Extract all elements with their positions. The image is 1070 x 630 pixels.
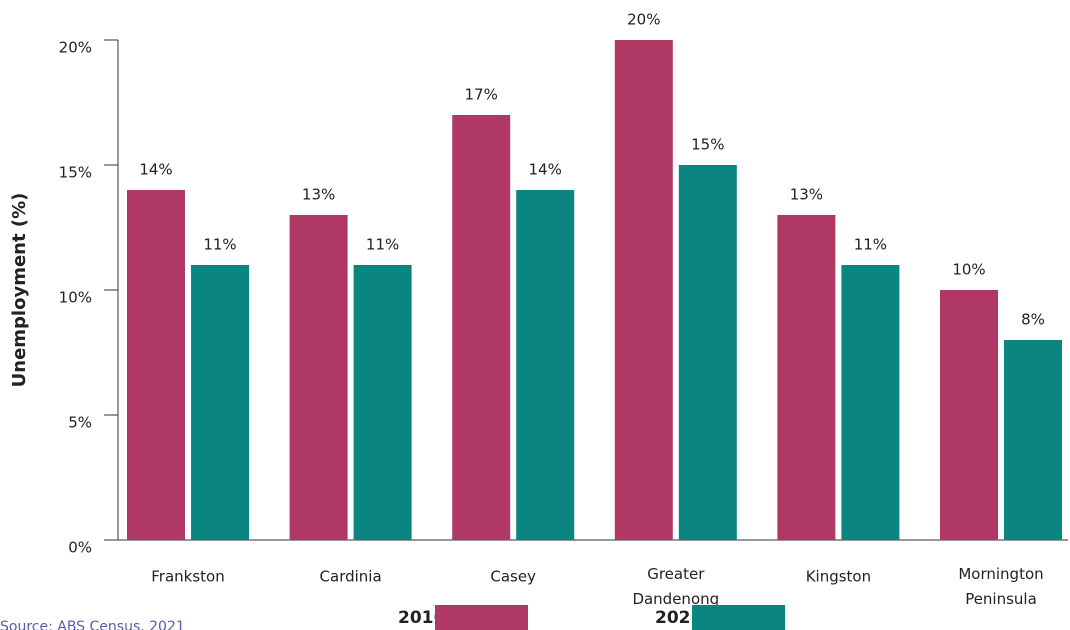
data-label: 20% [627, 11, 660, 29]
legend-label: 2021 [655, 608, 702, 628]
y-tick-label: 15% [59, 164, 92, 182]
x-tick-label: Cardinia [320, 568, 382, 586]
data-label: 11% [854, 236, 887, 254]
bar [452, 115, 511, 540]
data-label: 13% [790, 186, 823, 204]
data-label: 14% [139, 161, 172, 179]
x-tick-label: Mornington Peninsula [958, 565, 1043, 608]
y-tick-label: 0% [68, 539, 92, 557]
x-tick-label: Frankston [151, 568, 224, 586]
data-label: 10% [952, 261, 985, 279]
bar [127, 190, 185, 540]
y-tick-label: 5% [68, 414, 92, 432]
bar [841, 265, 900, 540]
bar [678, 165, 737, 540]
data-label: 11% [203, 236, 236, 254]
bar [191, 265, 249, 540]
x-tick-label: Casey [490, 568, 536, 586]
bar [516, 190, 575, 540]
data-label: 8% [1021, 311, 1045, 329]
bar [1004, 340, 1062, 540]
bar [353, 265, 412, 540]
data-label: 13% [302, 186, 335, 204]
data-label: 15% [691, 136, 724, 154]
legend-swatch [435, 605, 528, 630]
data-label: 17% [465, 86, 498, 104]
legend-swatch [692, 605, 785, 630]
y-axis-label: Unemployment (%) [9, 193, 30, 388]
y-tick-label: 20% [59, 39, 92, 57]
bar [289, 215, 348, 540]
source-note: Source: ABS Census, 2021 [0, 619, 185, 630]
y-tick-label: 10% [59, 289, 92, 307]
x-tick-label: Greater Dandenong [632, 565, 719, 608]
legend-label: 2016 [398, 608, 445, 628]
bar [777, 215, 836, 540]
x-tick-label: Kingston [806, 568, 871, 586]
data-label: 11% [366, 236, 399, 254]
bar [940, 290, 998, 540]
data-label: 14% [529, 161, 562, 179]
bar [614, 40, 673, 540]
